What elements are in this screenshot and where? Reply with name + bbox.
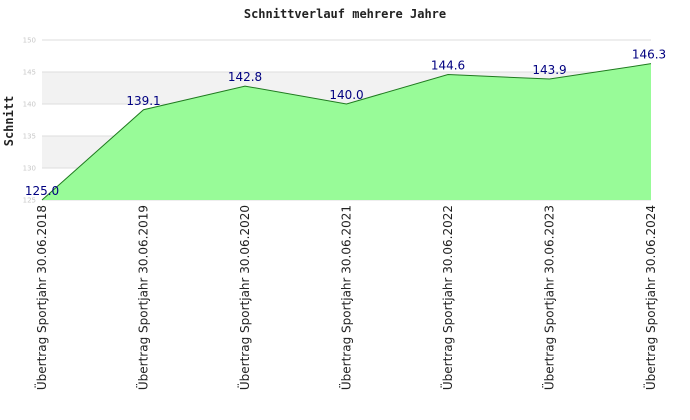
- data-label: 140.0: [329, 88, 363, 102]
- y-axis-label: Schnitt: [2, 96, 16, 147]
- y-tick-label: 125: [23, 197, 36, 205]
- x-tick-label: Übertrag Sportjahr 30.06.2022: [439, 205, 455, 390]
- y-tick-label: 145: [23, 69, 36, 77]
- x-tick-label: Übertrag Sportjahr 30.06.2021: [338, 205, 354, 390]
- x-axis: Übertrag Sportjahr 30.06.2018 Übertrag Sp…: [33, 205, 658, 390]
- data-label: 146.3: [632, 48, 666, 62]
- data-labels: 125.0 139.1 142.8 140.0 144.6 143.9 146.3: [25, 48, 666, 198]
- data-label: 143.9: [532, 63, 566, 77]
- area-line: [41, 63, 652, 201]
- area-fill: [42, 63, 651, 201]
- x-tick-label: Übertrag Sportjahr 30.06.2024: [642, 205, 658, 390]
- data-label: 139.1: [126, 94, 160, 108]
- data-label: 142.8: [228, 70, 262, 84]
- y-tick-label: 140: [23, 101, 36, 109]
- x-tick-label: Übertrag Sportjahr 30.06.2019: [135, 205, 151, 390]
- chart-title: Schnittverlauf mehrere Jahre: [244, 7, 446, 21]
- y-tick-label: 130: [23, 165, 36, 173]
- x-tick-label: Übertrag Sportjahr 30.06.2023: [541, 205, 557, 390]
- data-label: 125.0: [25, 184, 59, 198]
- y-tick-label: 150: [23, 37, 36, 45]
- plot-band: [42, 40, 651, 72]
- data-label: 144.6: [431, 59, 465, 73]
- y-axis: 125 130 135 140 145 150: [23, 37, 36, 205]
- y-tick-label: 135: [23, 133, 36, 141]
- x-tick-label: Übertrag Sportjahr 30.06.2020: [236, 205, 252, 390]
- x-tick-label: Übertrag Sportjahr 30.06.2018: [33, 205, 49, 390]
